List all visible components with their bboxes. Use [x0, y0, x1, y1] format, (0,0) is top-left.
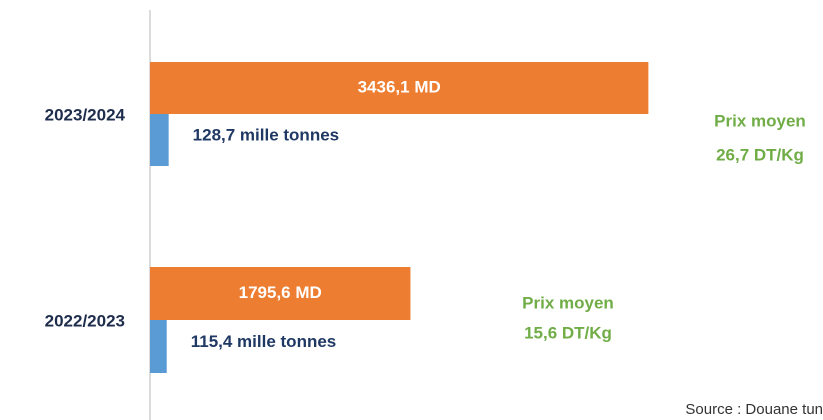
annotation: Prix moyen [522, 293, 614, 312]
bar [150, 114, 169, 166]
bar [150, 62, 649, 114]
data-label: 1795,6 MD [239, 283, 322, 302]
annotation: 26,7 DT/Kg [716, 145, 804, 164]
bar [150, 267, 411, 320]
data-label: 128,7 mille tonnes [193, 125, 339, 144]
category-label: 2023/2024 [45, 105, 126, 124]
annotation: Prix moyen [714, 111, 806, 130]
data-label: 115,4 mille tonnes [191, 332, 337, 351]
source: Source : Douane tun [685, 401, 823, 418]
annotation: 15,6 DT/Kg [524, 323, 612, 342]
bar [150, 320, 167, 373]
category-label: 2022/2023 [45, 311, 125, 330]
data-label: 3436,1 MD [358, 77, 441, 96]
